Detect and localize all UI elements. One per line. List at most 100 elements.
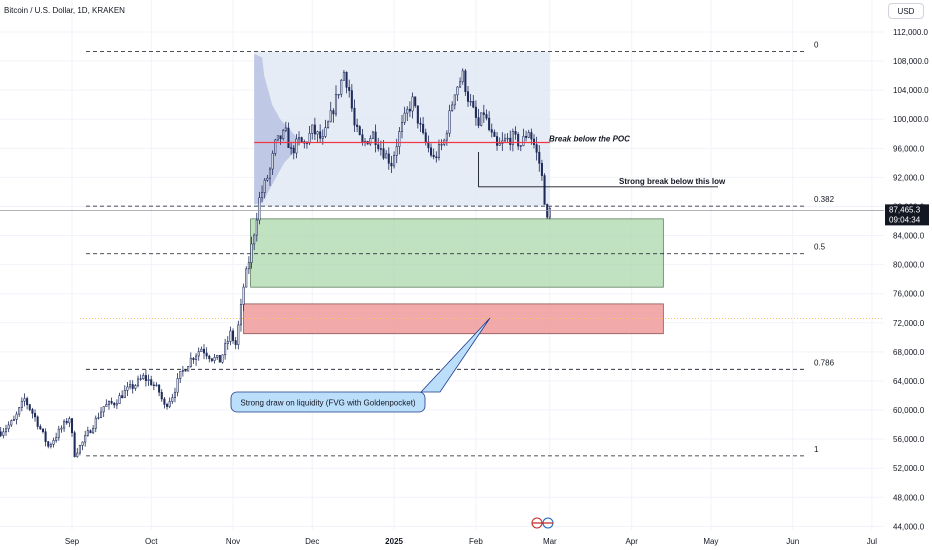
candle-body bbox=[535, 144, 538, 153]
candle-body bbox=[400, 122, 404, 132]
time-tick-label: Nov bbox=[226, 537, 240, 546]
annotations: Break below the POC Strong break below th… bbox=[0, 135, 884, 529]
candle-body bbox=[245, 268, 248, 288]
strong-low-label: Strong break below this low bbox=[619, 177, 726, 186]
candle-body bbox=[15, 413, 18, 420]
candle-body bbox=[144, 375, 147, 381]
candle-body bbox=[488, 117, 491, 130]
candle-body bbox=[142, 375, 145, 380]
strong-low-line bbox=[478, 151, 718, 188]
time-tick-label: Jul bbox=[867, 537, 877, 546]
y-axis[interactable]: 112,000.0 108,000.0 104,000.0 100,000.0 96,0… bbox=[884, 0, 932, 550]
candle-body bbox=[218, 355, 221, 363]
candle-body bbox=[73, 432, 76, 457]
candle-body bbox=[282, 130, 285, 140]
candle-body bbox=[76, 452, 79, 457]
candle-body bbox=[451, 104, 454, 111]
candle-body bbox=[192, 357, 195, 360]
candle-body bbox=[419, 122, 422, 125]
candle-body bbox=[406, 108, 409, 114]
fvg-green-zone bbox=[250, 218, 664, 288]
candle-body bbox=[242, 286, 245, 305]
candle-body bbox=[205, 352, 208, 357]
candle-body bbox=[353, 107, 356, 126]
candle-body bbox=[102, 406, 105, 413]
candle-body bbox=[187, 366, 190, 372]
candle-body bbox=[263, 179, 266, 193]
fib-label: 0.786 bbox=[814, 358, 835, 367]
flag-icon[interactable] bbox=[531, 517, 554, 529]
candle-body bbox=[134, 385, 137, 389]
candle-body bbox=[485, 114, 488, 119]
price-tick-label: 76,000.0 bbox=[893, 290, 925, 299]
candle-body bbox=[379, 148, 382, 150]
price-tick-label: 84,000.0 bbox=[893, 232, 925, 241]
candle-body bbox=[437, 144, 440, 159]
candle-body bbox=[324, 127, 327, 137]
candle-body bbox=[4, 428, 8, 433]
candle-body bbox=[390, 162, 393, 167]
candle-body bbox=[337, 93, 340, 96]
last-price-value: 87,465.3 bbox=[889, 205, 921, 214]
candle-body bbox=[105, 404, 108, 407]
candle-body bbox=[268, 168, 272, 179]
candle-body bbox=[107, 401, 110, 405]
currency-button[interactable]: USD bbox=[888, 3, 924, 19]
candle-body bbox=[70, 418, 74, 433]
candle-body bbox=[78, 445, 81, 454]
candle-body bbox=[466, 91, 470, 102]
price-tick-label: 100,000.0 bbox=[893, 115, 929, 124]
price-tick-label: 104,000.0 bbox=[893, 86, 929, 95]
candle-body bbox=[387, 153, 390, 164]
candle-body bbox=[221, 354, 224, 363]
price-tick-label: 48,000.0 bbox=[893, 493, 925, 502]
last-price-box bbox=[885, 204, 929, 226]
candle-body bbox=[316, 131, 319, 135]
candle-body bbox=[464, 70, 467, 93]
candle-body bbox=[224, 343, 227, 356]
candle-body bbox=[213, 357, 216, 361]
time-tick-label: May bbox=[703, 537, 718, 546]
candle-body bbox=[274, 139, 277, 154]
candle-body bbox=[543, 175, 546, 205]
candle-body bbox=[0, 431, 2, 436]
time-tick-label: Mar bbox=[543, 537, 557, 546]
candle-body bbox=[474, 106, 477, 118]
price-tick-label: 60,000.0 bbox=[893, 406, 925, 415]
price-tick-label: 72,000.0 bbox=[893, 319, 925, 328]
candle-body bbox=[81, 441, 84, 446]
candle-body bbox=[239, 304, 242, 326]
candle-body bbox=[189, 357, 192, 367]
fib-levels: 0 0.382 0.5 0.786 1 bbox=[86, 41, 835, 457]
candle-body bbox=[20, 400, 23, 408]
time-tick-label: Jun bbox=[786, 537, 799, 546]
price-tick-label: 44,000.0 bbox=[893, 522, 925, 531]
candle-body bbox=[208, 355, 211, 359]
candle-body bbox=[298, 137, 301, 140]
candle-body bbox=[477, 117, 480, 126]
candle-body bbox=[416, 105, 419, 124]
candle-body bbox=[509, 137, 512, 146]
candle-body bbox=[155, 384, 158, 387]
price-tick-label: 108,000.0 bbox=[893, 57, 929, 66]
candle-body bbox=[432, 154, 435, 158]
candle-body bbox=[28, 404, 31, 410]
candle-body bbox=[382, 148, 385, 159]
candle-body bbox=[371, 131, 374, 139]
candle-body bbox=[271, 153, 274, 170]
candle-body bbox=[548, 208, 551, 218]
candle-body bbox=[176, 378, 179, 393]
candle-body bbox=[522, 135, 525, 146]
candle-body bbox=[60, 427, 63, 430]
candle-body bbox=[160, 392, 163, 400]
candle-body bbox=[493, 131, 496, 137]
candle-body bbox=[525, 135, 528, 138]
candle-body bbox=[36, 416, 39, 427]
x-axis[interactable]: Sep Oct Nov Dec 2025 Feb Mar Apr May Jun Jul bbox=[0, 530, 884, 550]
candle-body bbox=[110, 401, 113, 404]
candle-body bbox=[68, 418, 71, 424]
candle-body bbox=[514, 131, 517, 135]
price-tick-label: 92,000.0 bbox=[893, 173, 925, 182]
candle-body bbox=[482, 112, 485, 115]
